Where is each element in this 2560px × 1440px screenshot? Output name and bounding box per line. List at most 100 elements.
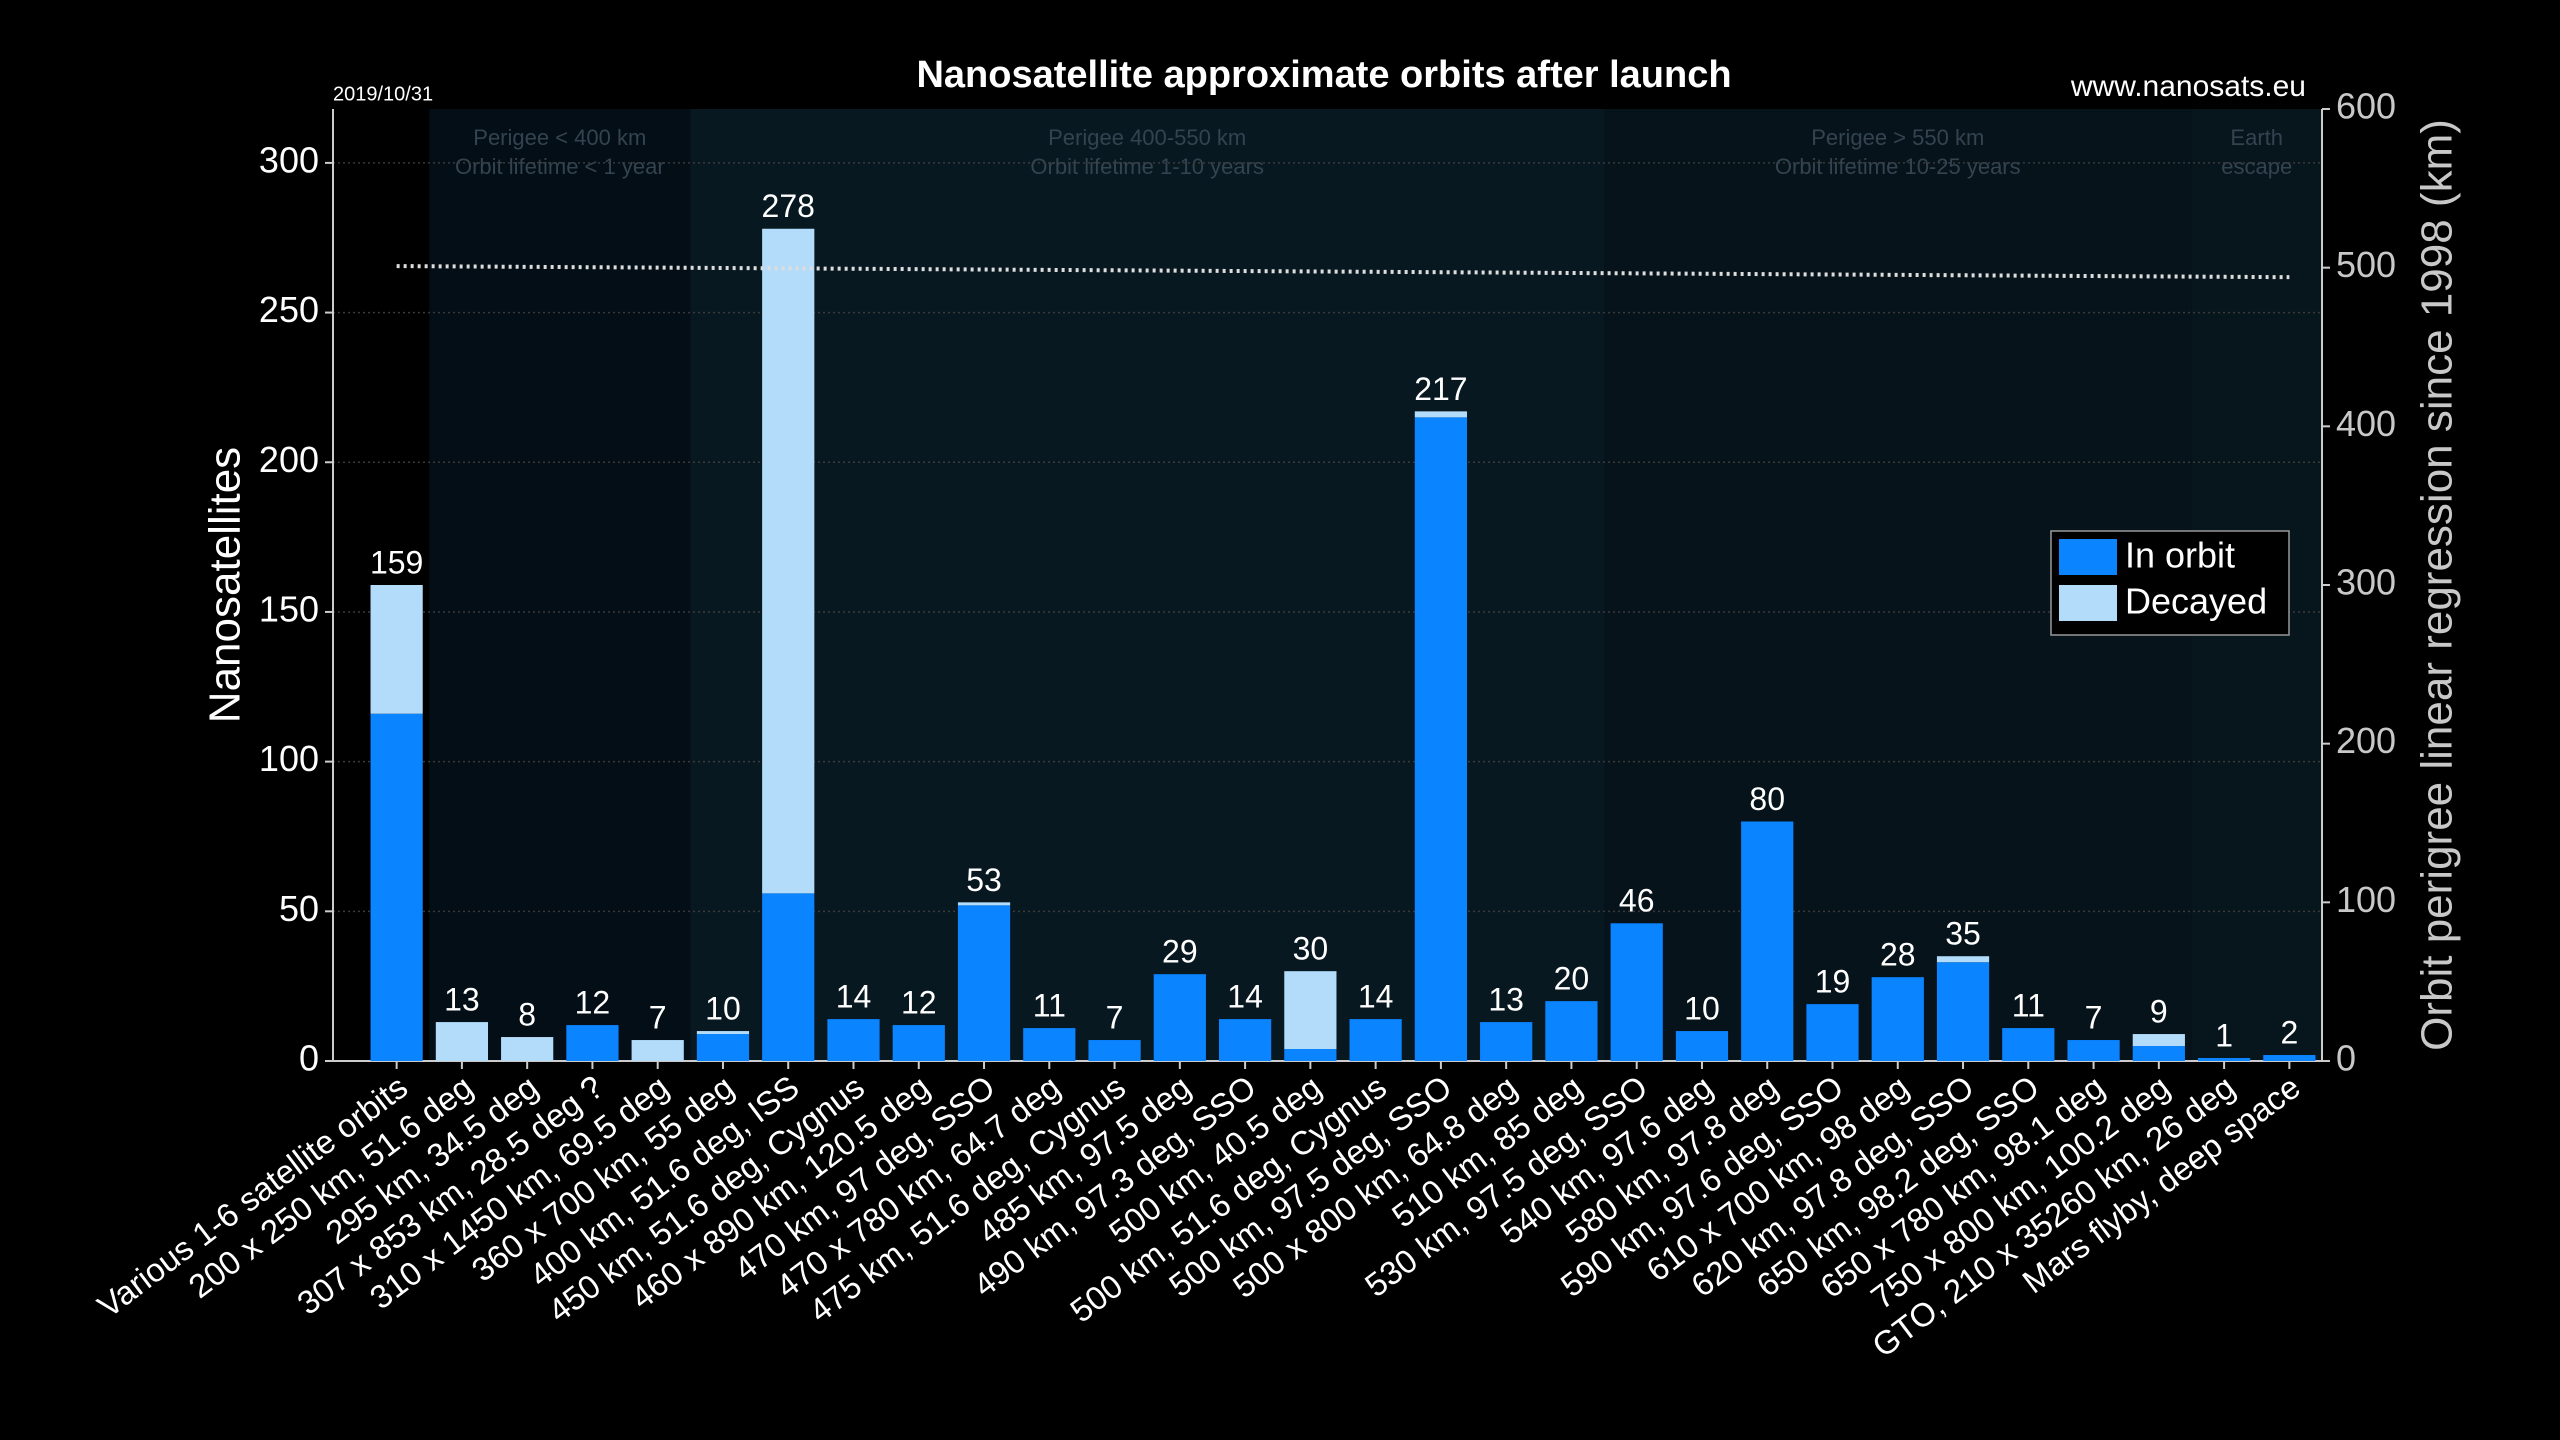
y-tick-label: 0 xyxy=(299,1038,319,1079)
bar-segment xyxy=(1610,923,1663,1061)
total-label: 14 xyxy=(1227,979,1263,1015)
bar-segment xyxy=(762,228,815,894)
total-label: 10 xyxy=(705,991,741,1027)
bar-segment xyxy=(1414,411,1468,418)
y2-tick-label: 500 xyxy=(2336,244,2396,285)
bar-segment xyxy=(1675,1031,1729,1061)
bar-segment xyxy=(827,1019,880,1061)
bar-segment xyxy=(2067,1040,2120,1061)
total-label: 10 xyxy=(1684,991,1720,1027)
bar-segment xyxy=(1284,971,1337,1050)
bar-segment xyxy=(696,1031,750,1035)
y-tick-label: 150 xyxy=(259,588,319,629)
total-label: 9 xyxy=(2150,994,2168,1030)
bar-segment xyxy=(1936,956,1990,963)
y-tick-label: 50 xyxy=(279,888,319,929)
bar-segment xyxy=(1284,1049,1337,1061)
bar-segment xyxy=(957,902,1011,906)
bar-segment xyxy=(1414,417,1468,1062)
total-label: 29 xyxy=(1162,934,1198,970)
y-axis-title: Nanosatellites xyxy=(201,447,250,723)
y-tick-label: 200 xyxy=(259,439,319,480)
bar-segment xyxy=(1023,1028,1076,1061)
trend-line xyxy=(396,264,2290,280)
bar-segment xyxy=(892,1025,945,1061)
zone-background xyxy=(429,109,691,1061)
bar-segment xyxy=(762,893,815,1061)
total-label: 7 xyxy=(2085,999,2103,1035)
total-label: 30 xyxy=(1293,931,1329,967)
zone-label: Orbit lifetime < 1 year xyxy=(455,154,665,179)
date-note: 2019/10/31 xyxy=(333,83,433,105)
y2-tick-label: 0 xyxy=(2336,1038,2356,1079)
y-tick-label: 250 xyxy=(259,289,319,330)
bar-segment xyxy=(2197,1058,2251,1061)
bar-segment xyxy=(2002,1028,2055,1061)
y2-axis-title: Orbit perigree linear regression since 1… xyxy=(2413,119,2462,1051)
total-label: 217 xyxy=(1414,371,1467,407)
bar-segment xyxy=(370,713,423,1061)
total-label: 19 xyxy=(1815,964,1851,1000)
bar-segment xyxy=(696,1034,750,1061)
total-label: 8 xyxy=(518,997,536,1033)
bar-segment xyxy=(1936,962,1990,1061)
bar-segment xyxy=(370,585,423,714)
bar-segment xyxy=(631,1040,684,1061)
total-label: 80 xyxy=(1749,781,1785,817)
total-label: 14 xyxy=(1358,979,1394,1015)
chart-title: Nanosatellite approximate orbits after l… xyxy=(916,54,1731,96)
total-label: 28 xyxy=(1880,937,1916,973)
bar-segment xyxy=(1088,1040,1141,1061)
legend-swatch xyxy=(2059,585,2117,621)
y2-tick-label: 200 xyxy=(2336,720,2396,761)
total-label: 278 xyxy=(762,188,815,224)
bar-segment xyxy=(501,1037,554,1061)
bar-segment xyxy=(1545,1001,1598,1061)
total-label: 12 xyxy=(575,985,611,1021)
y2-tick-label: 600 xyxy=(2336,86,2396,127)
y-tick-label: 300 xyxy=(259,139,319,180)
bar-segment xyxy=(957,905,1011,1061)
zone-label: Perigee < 400 km xyxy=(473,125,646,150)
bar-segment xyxy=(2263,1055,2316,1061)
zone-label: Earth xyxy=(2230,125,2283,150)
y2-tick-label: 400 xyxy=(2336,403,2396,444)
bar-segment xyxy=(435,1022,489,1061)
bar-segment xyxy=(2132,1046,2185,1061)
bar-segment xyxy=(1741,821,1794,1061)
bar-segment xyxy=(1218,1019,1272,1061)
bar-segment xyxy=(1349,1019,1402,1061)
total-label: 2 xyxy=(2280,1014,2298,1050)
zone-label: Orbit lifetime 10-25 years xyxy=(1775,154,2021,179)
total-label: 1 xyxy=(2215,1017,2233,1053)
total-label: 7 xyxy=(649,999,667,1035)
total-label: 20 xyxy=(1554,961,1590,997)
zone-label: Perigee 400-550 km xyxy=(1048,125,1246,150)
legend-label: In orbit xyxy=(2125,535,2235,576)
legend-label: Decayed xyxy=(2125,581,2267,622)
y2-tick-label: 100 xyxy=(2336,879,2396,920)
source-note: www.nanosats.eu xyxy=(2070,70,2306,103)
total-label: 7 xyxy=(1106,999,1124,1035)
total-label: 11 xyxy=(2012,988,2045,1024)
total-label: 53 xyxy=(966,862,1002,898)
total-label: 13 xyxy=(1488,982,1524,1018)
y-tick-label: 100 xyxy=(259,738,319,779)
bar-segment xyxy=(1153,974,1206,1061)
total-label: 14 xyxy=(836,979,872,1015)
total-label: 13 xyxy=(444,982,480,1018)
total-label: 35 xyxy=(1945,916,1981,952)
bar-segment xyxy=(2132,1034,2185,1047)
bar-segment xyxy=(1871,977,1924,1061)
bar-segment xyxy=(566,1025,619,1061)
total-label: 12 xyxy=(901,985,937,1021)
zone-label: Orbit lifetime 1-10 years xyxy=(1030,154,1264,179)
total-label: 11 xyxy=(1033,988,1066,1024)
bar-segment xyxy=(1806,1004,1859,1061)
y2-tick-label: 300 xyxy=(2336,562,2396,603)
zone-label: escape xyxy=(2221,154,2292,179)
total-label: 159 xyxy=(370,544,423,580)
zones: Perigee < 400 km Orbit lifetime < 1 year P… xyxy=(429,109,2322,1061)
legend-swatch xyxy=(2059,539,2117,575)
